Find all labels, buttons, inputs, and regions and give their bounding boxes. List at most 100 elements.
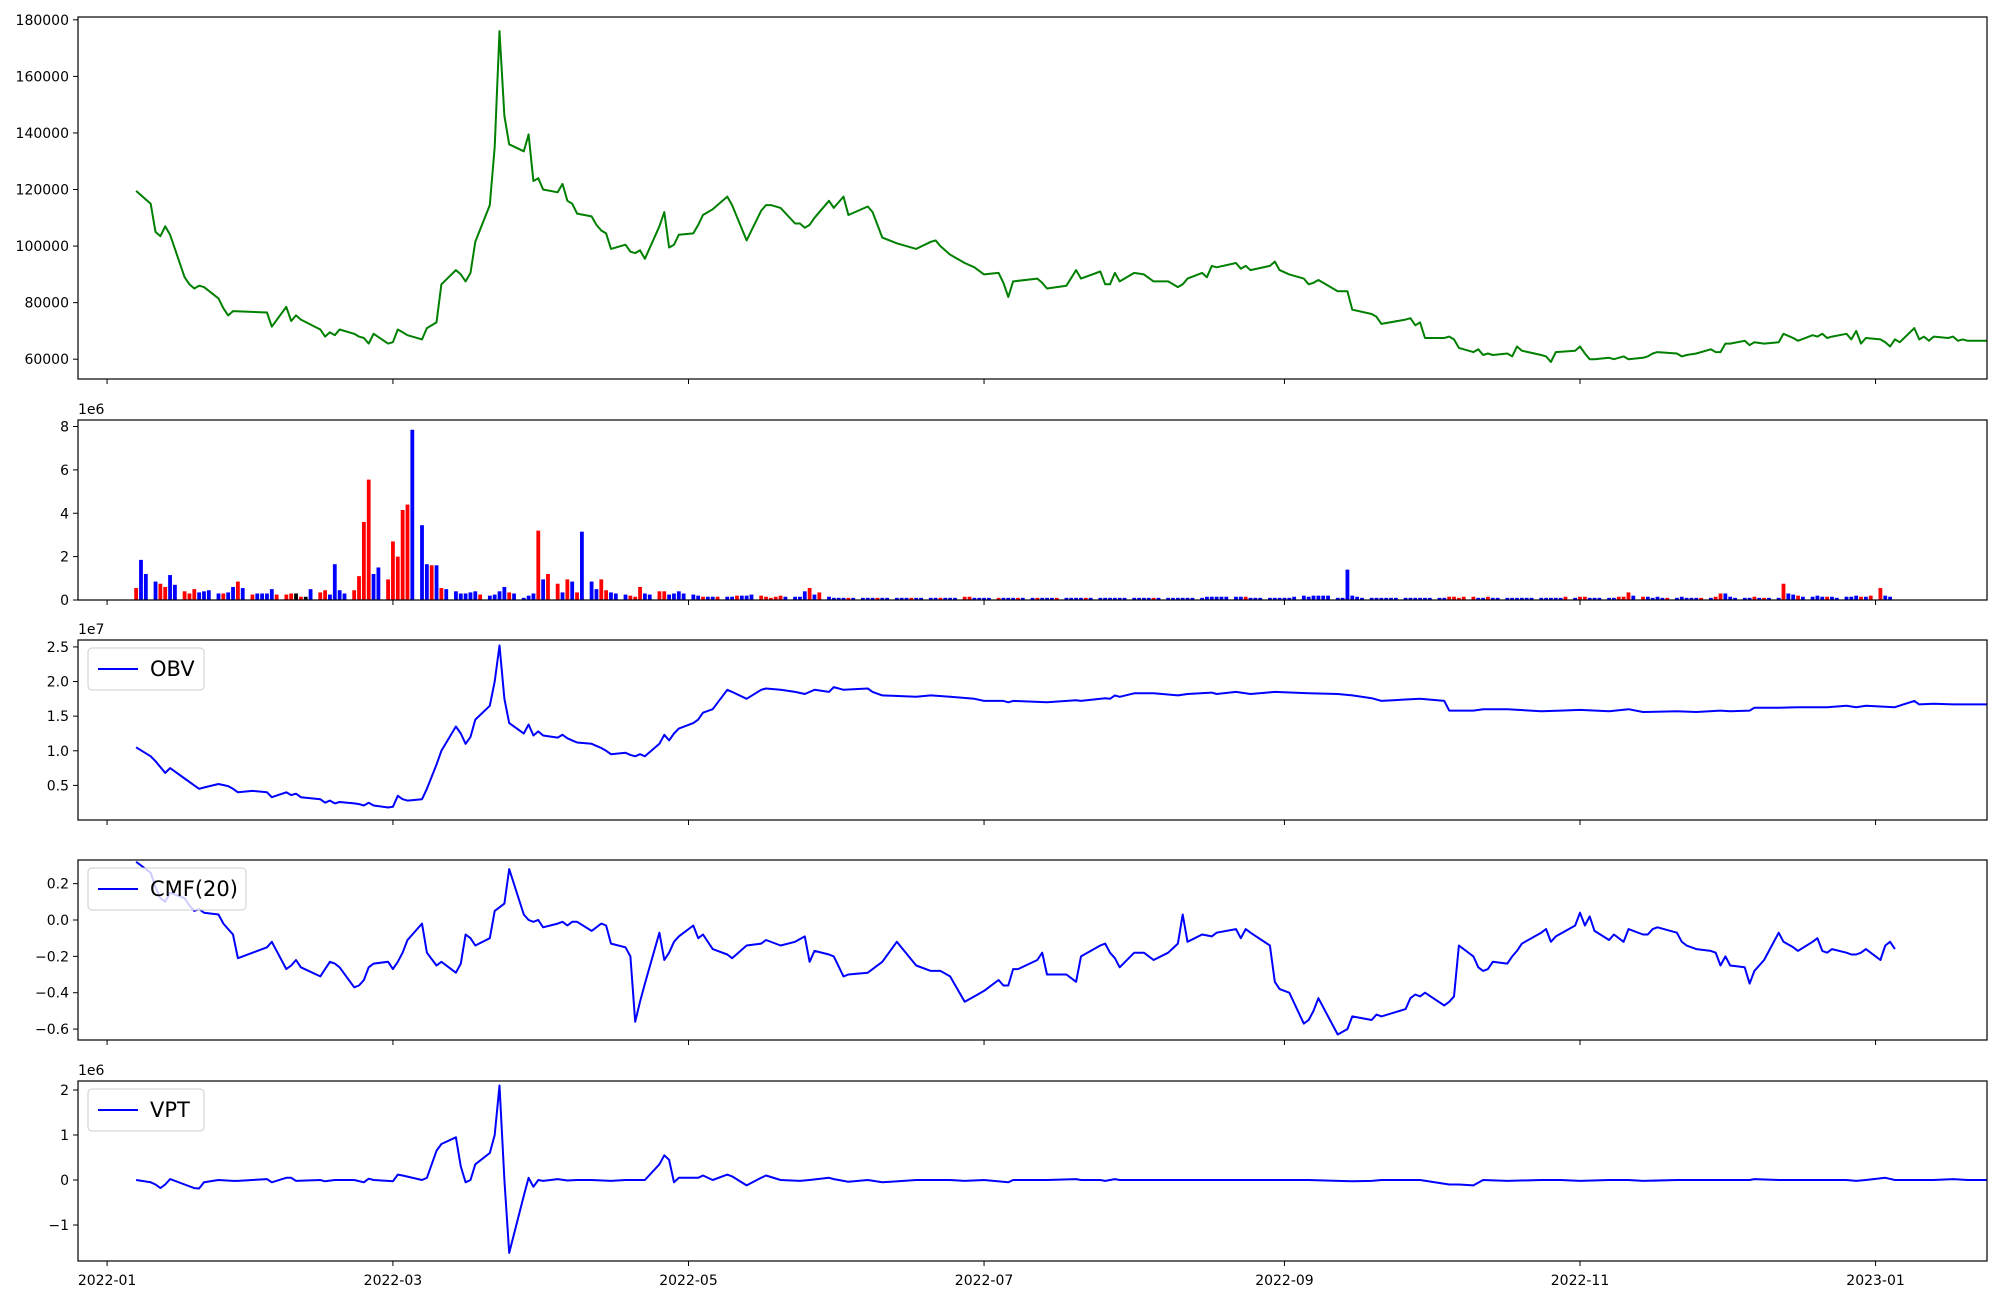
volume-bar <box>405 504 410 600</box>
volume-bar <box>502 586 507 600</box>
volume-bar <box>1471 596 1476 600</box>
y-tick-label: 160000 <box>16 69 69 85</box>
volume-bar <box>1423 597 1427 600</box>
volume-bar <box>221 593 226 600</box>
volume-bar <box>1083 597 1088 600</box>
legend-label: CMF(20) <box>150 877 238 901</box>
volume-bar <box>1132 597 1137 600</box>
volume-bar <box>192 589 197 600</box>
volume-bar <box>226 592 231 600</box>
volume-bar <box>202 591 206 600</box>
volume-bar <box>953 597 957 600</box>
panel-2: 0 2 4 6 8 1e6 <box>60 402 1988 609</box>
volume-bar <box>284 594 289 600</box>
y-tick-label: 0.5 <box>47 778 69 794</box>
volume-bar <box>565 579 570 600</box>
axes-frame <box>77 859 1988 1041</box>
volume-bar <box>691 594 696 600</box>
volume-bar <box>541 579 546 600</box>
volume-bar <box>308 589 313 600</box>
volume-bar <box>240 588 245 600</box>
volume-bar <box>986 597 991 600</box>
volume-bar <box>1888 596 1892 600</box>
volume-bar <box>1752 596 1757 600</box>
volume-bar <box>764 596 768 600</box>
volume-bar <box>1539 597 1544 600</box>
volume-bar <box>1166 597 1171 600</box>
volume-bar <box>894 597 899 600</box>
volume-bar <box>546 573 550 600</box>
volume-bar <box>1810 596 1815 600</box>
volume-bar <box>1253 597 1258 600</box>
y-tick-label: 140000 <box>16 126 69 142</box>
volume-bar <box>623 594 628 600</box>
volume-bar <box>1863 596 1868 600</box>
volume-bar <box>410 429 415 600</box>
volume-bar <box>391 541 395 600</box>
volume-bar <box>352 590 357 600</box>
y-tick-label: 0 <box>60 1173 69 1189</box>
volume-bar <box>337 590 342 600</box>
volume-bar <box>1122 597 1127 600</box>
volume-bar <box>1011 597 1016 600</box>
volume-bar <box>1151 597 1156 600</box>
volume-bar <box>361 521 366 600</box>
volume-bar <box>1689 597 1694 600</box>
panel-1: 60000 80000 100000 120000 140000 160000 180000 <box>16 13 1988 384</box>
volume-bar <box>303 596 308 600</box>
volume-bar <box>366 479 371 600</box>
y-tick-label: 100000 <box>16 239 69 255</box>
volume-bar <box>1549 597 1553 600</box>
volume-bar <box>1616 596 1621 600</box>
volume-bar <box>371 573 376 600</box>
volume-bar <box>1694 597 1699 600</box>
volume-bar <box>1369 597 1374 600</box>
series-line <box>135 30 1987 363</box>
volume-bar <box>187 593 192 600</box>
volume-bar <box>357 576 361 600</box>
volume-bar <box>715 596 720 600</box>
volume-bar <box>1723 593 1728 600</box>
volume-bar <box>1878 588 1883 600</box>
volume-bar <box>420 525 424 600</box>
volume-bar <box>332 564 337 600</box>
volume-bar <box>197 592 202 600</box>
axes-frame <box>77 639 1988 821</box>
offset-text: 1e6 <box>78 1063 105 1079</box>
volume-bar <box>478 594 483 600</box>
volume-bar <box>458 593 463 600</box>
volume-bar <box>1563 596 1568 600</box>
volume-bar <box>1234 596 1238 600</box>
volume-bar <box>1272 597 1277 600</box>
volume-bar <box>512 593 516 600</box>
y-tick-label: 0.2 <box>47 877 69 893</box>
volume-bar <box>1679 596 1684 600</box>
volume-bar <box>1815 595 1820 600</box>
volume-bar <box>1641 596 1645 600</box>
volume-bar <box>328 594 332 600</box>
volume-bar <box>701 596 705 600</box>
volume-bar <box>831 597 836 600</box>
volume-bar <box>206 590 211 600</box>
volume-bar <box>1650 597 1655 600</box>
volume-bar <box>1747 597 1752 600</box>
volume-bar <box>1573 597 1578 600</box>
volume-bar <box>1137 597 1141 600</box>
volume-bar <box>1408 597 1413 600</box>
volume-bar <box>439 588 444 600</box>
volume-bar <box>1306 596 1311 600</box>
volume-bar <box>1776 597 1781 600</box>
volume-bar <box>705 596 710 600</box>
volume-bar <box>943 597 948 600</box>
x-tick-label: 2022-11 <box>1551 1273 1610 1289</box>
volume-bar <box>497 591 502 600</box>
volume-bar <box>1045 597 1049 600</box>
volume-bar <box>609 592 613 600</box>
volume-bar <box>725 596 730 600</box>
volume-bar <box>1868 595 1873 600</box>
volume-bar <box>885 597 890 600</box>
y-tick-label: 8 <box>60 420 69 436</box>
volume-bar <box>1175 597 1180 600</box>
volume-bar <box>904 597 909 600</box>
